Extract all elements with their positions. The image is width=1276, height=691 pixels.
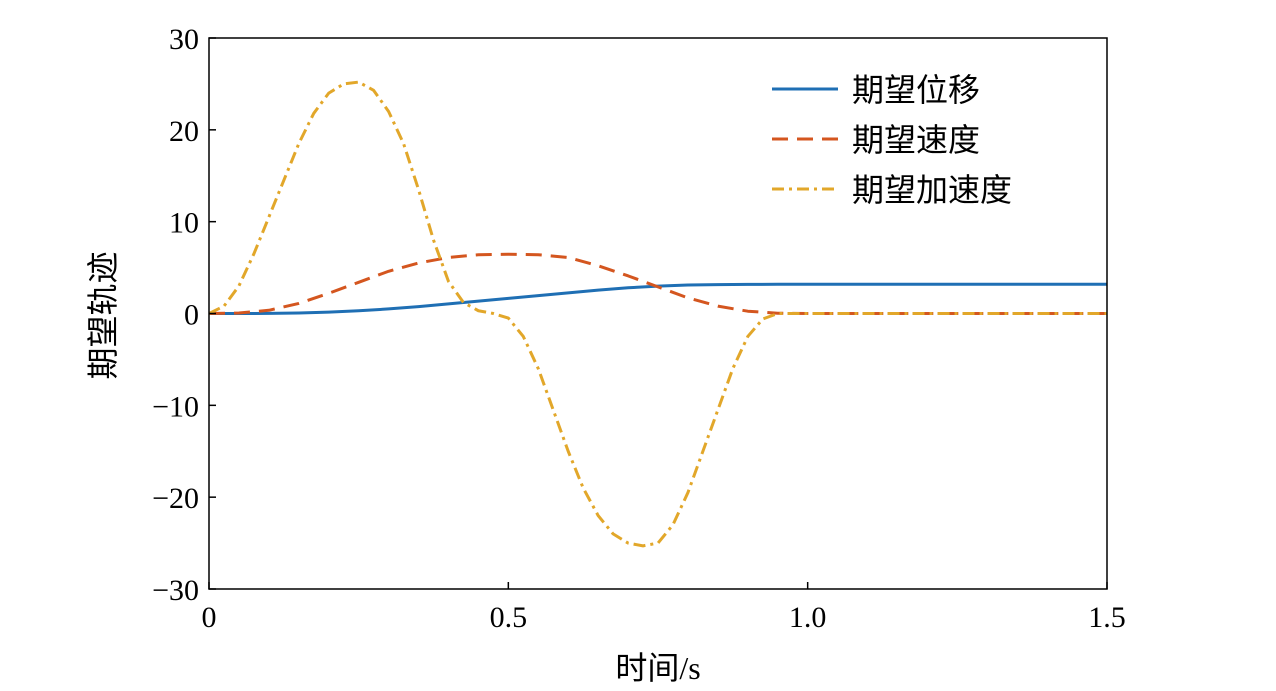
- y-tick-label: −30: [152, 574, 199, 607]
- x-tick-label: 1.5: [1088, 601, 1126, 634]
- series-line-3: [209, 80, 1107, 548]
- y-tick-label: 20: [169, 115, 199, 148]
- x-tick-label: 0.5: [490, 601, 528, 634]
- y-tick-label: 30: [169, 23, 199, 56]
- y-axis-label: 期望轨迹: [85, 251, 121, 379]
- y-tick-label: −10: [152, 390, 199, 423]
- x-axis-label: 时间/s: [615, 650, 700, 686]
- series-line-1: [209, 282, 1107, 315]
- y-tick-label: 0: [184, 299, 199, 332]
- y-tick-label: −20: [152, 482, 199, 515]
- legend-label-1: 期望位移: [852, 72, 980, 108]
- y-tick-label: 10: [169, 207, 199, 240]
- legend-label-2: 期望速度: [852, 122, 980, 158]
- series-layer: [209, 80, 1107, 548]
- ticks-layer: 0 0.5 1.0 1.5 30 20 10 0 −10 −20 −30: [152, 23, 1126, 634]
- x-tick-label: 0: [202, 601, 217, 634]
- series-line-2: [209, 252, 1107, 315]
- legend-label-3: 期望加速度: [852, 172, 1012, 208]
- x-tick-label: 1.0: [789, 601, 827, 634]
